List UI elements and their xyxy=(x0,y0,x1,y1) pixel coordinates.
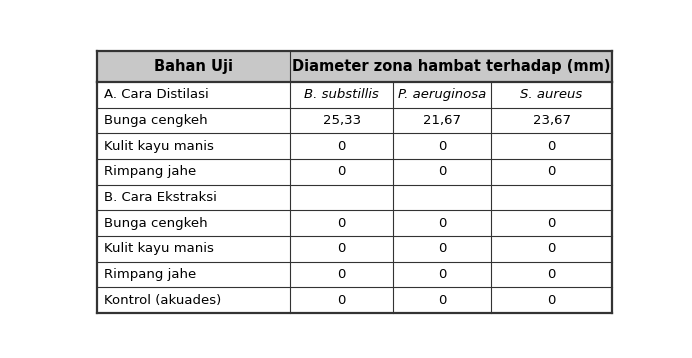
Text: 0: 0 xyxy=(547,242,556,256)
Text: Kontrol (akuades): Kontrol (akuades) xyxy=(104,294,221,307)
Bar xyxy=(97,51,612,82)
Text: 0: 0 xyxy=(338,242,346,256)
Text: 0: 0 xyxy=(338,217,346,230)
Text: 0: 0 xyxy=(438,217,446,230)
Text: 0: 0 xyxy=(338,140,346,153)
Text: Kulit kayu manis: Kulit kayu manis xyxy=(104,242,214,256)
Text: Bunga cengkeh: Bunga cengkeh xyxy=(104,217,208,230)
Text: Kulit kayu manis: Kulit kayu manis xyxy=(104,140,214,153)
Text: Diameter zona hambat terhadap (mm): Diameter zona hambat terhadap (mm) xyxy=(292,59,610,74)
Text: S. aureus: S. aureus xyxy=(520,88,583,101)
Text: 21,67: 21,67 xyxy=(424,114,461,127)
Text: P. aeruginosa: P. aeruginosa xyxy=(398,88,486,101)
Text: 23,67: 23,67 xyxy=(533,114,571,127)
Text: 0: 0 xyxy=(338,165,346,178)
Text: B. Cara Ekstraksi: B. Cara Ekstraksi xyxy=(104,191,217,204)
Text: B. substillis: B. substillis xyxy=(304,88,379,101)
Text: 0: 0 xyxy=(547,165,556,178)
Text: 0: 0 xyxy=(438,294,446,307)
Text: Rimpang jahe: Rimpang jahe xyxy=(104,268,196,281)
Text: Bunga cengkeh: Bunga cengkeh xyxy=(104,114,208,127)
Text: 0: 0 xyxy=(438,140,446,153)
Text: 0: 0 xyxy=(338,268,346,281)
Text: 0: 0 xyxy=(438,165,446,178)
Text: 0: 0 xyxy=(547,268,556,281)
Text: 0: 0 xyxy=(547,294,556,307)
Text: 0: 0 xyxy=(547,217,556,230)
Text: 0: 0 xyxy=(338,294,346,307)
Text: A. Cara Distilasi: A. Cara Distilasi xyxy=(104,88,208,101)
Text: 0: 0 xyxy=(438,268,446,281)
Text: Rimpang jahe: Rimpang jahe xyxy=(104,165,196,178)
Text: 0: 0 xyxy=(438,242,446,256)
Text: 25,33: 25,33 xyxy=(322,114,361,127)
Text: Bahan Uji: Bahan Uji xyxy=(154,59,233,74)
Text: 0: 0 xyxy=(547,140,556,153)
